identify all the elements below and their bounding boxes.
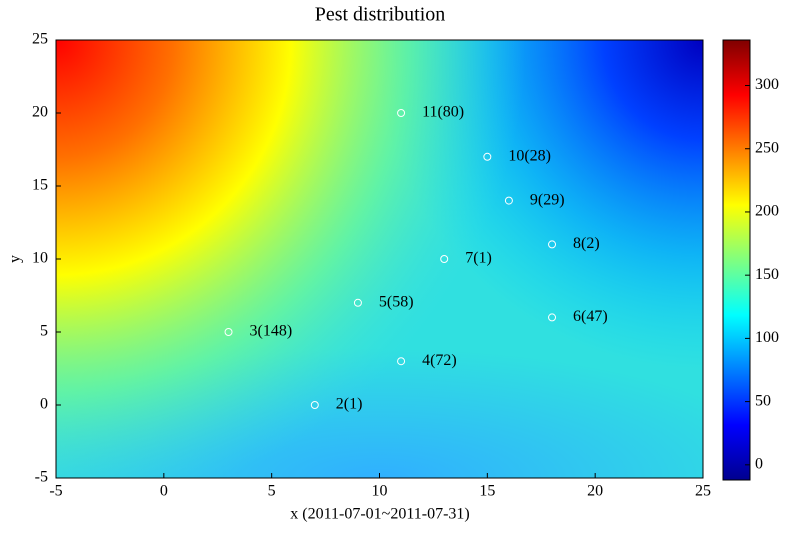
point <box>440 255 449 263</box>
y-tick-label: 0 <box>40 396 48 413</box>
y-tick-label: 20 <box>32 104 48 121</box>
field <box>56 40 703 478</box>
point <box>504 196 513 205</box>
x-tick-label: 5 <box>268 483 276 500</box>
point <box>397 357 406 366</box>
x-tick-label: -5 <box>49 483 62 500</box>
point-label: 2(1) <box>336 396 363 413</box>
y-tick-label: 15 <box>32 177 48 194</box>
x-tick-label: 20 <box>587 483 603 500</box>
colorbar-tick-label: 250 <box>755 139 779 156</box>
point-label: 10(28) <box>508 147 551 164</box>
y-tick-label: 25 <box>32 31 48 48</box>
point-label: 4(72) <box>422 352 457 369</box>
x-tick-label: 10 <box>372 483 388 500</box>
colorbar-tick-label: 100 <box>755 329 779 346</box>
point <box>224 328 233 336</box>
colorbar-tick-label: 300 <box>755 76 779 93</box>
point-label: 9(29) <box>530 191 565 208</box>
colorbar-tick-label: 200 <box>755 203 779 220</box>
point-label: 5(58) <box>379 293 414 310</box>
point <box>548 240 557 249</box>
point <box>353 298 362 307</box>
point-label: 11(80) <box>422 104 464 121</box>
y-tick-label: -5 <box>35 469 48 486</box>
point-label: 3(148) <box>250 323 293 340</box>
point-label: 7(1) <box>465 250 492 267</box>
point <box>548 313 557 322</box>
colorbar-tick-label: 50 <box>755 392 771 409</box>
point <box>310 401 319 409</box>
x-tick-label: 0 <box>160 483 168 500</box>
colorbar-tick-label: 150 <box>755 266 779 283</box>
point-label: 8(2) <box>573 235 600 252</box>
point <box>483 152 492 161</box>
chart-title: Pest distribution <box>315 4 446 26</box>
x-axis-label: x (2011-07-01~2011-07-31) <box>290 506 469 523</box>
point-label: 6(47) <box>573 308 608 325</box>
colorbar <box>722 39 751 481</box>
y-tick-label: 10 <box>32 250 48 267</box>
y-tick-label: 5 <box>40 323 48 340</box>
point <box>397 109 406 117</box>
y-axis-label: y <box>7 255 24 263</box>
colorbar-tick-label: 0 <box>755 455 763 472</box>
x-tick-label: 15 <box>479 483 495 500</box>
x-tick-label: 25 <box>695 483 711 500</box>
